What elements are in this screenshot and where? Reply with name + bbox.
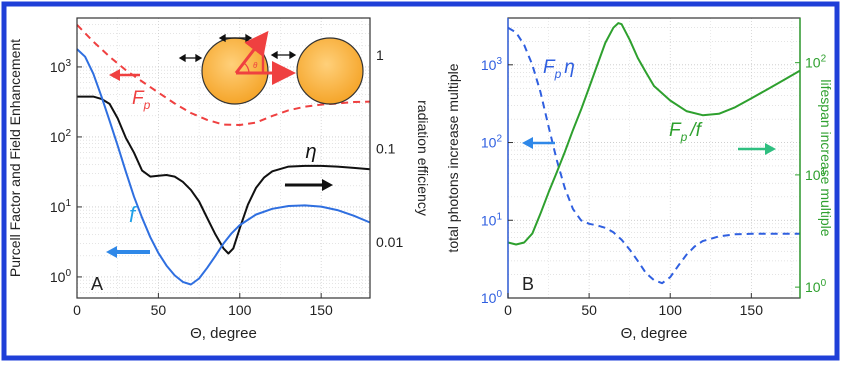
gap-arrow-middle (270, 50, 297, 60)
x-axis-label: Θ, degree (190, 325, 257, 342)
label-fp: Fp (132, 88, 151, 112)
right-axis-label: radiation efficiency (415, 100, 431, 216)
y-axis-label: Purcell Factor and Field Enhancement (7, 39, 23, 277)
series-line-0-2 (76, 48, 371, 286)
label-fp-over-f: Fp/f (669, 120, 703, 144)
arrow-fp-eta-left (522, 137, 555, 149)
right-tick-label: 0.1 (376, 140, 396, 156)
y-tick-label: 102 (50, 128, 72, 145)
panel-label: A (91, 274, 103, 294)
axes-frame (76, 17, 371, 299)
y-tick-label: 101 (50, 198, 72, 215)
y-tick-label: 100 (50, 268, 72, 285)
inset-schematic: θ (178, 30, 364, 105)
panel-label: B (522, 274, 534, 294)
y-tick-label: 100 (481, 289, 503, 306)
y-tick-label: 101 (481, 211, 503, 228)
right-axis-label: lifespan increase multiple (818, 79, 834, 236)
figure-border (1, 1, 840, 361)
label-fp-eta: Fp η (543, 57, 575, 81)
x-tick-label: 100 (659, 302, 683, 318)
arrow-eta-right (285, 179, 333, 191)
x-tick-label: 150 (309, 302, 333, 318)
svg-text:θ: θ (253, 61, 258, 70)
y-tick-label: 103 (50, 58, 72, 75)
series-line-1-1 (507, 22, 801, 246)
x-tick-label: 50 (151, 302, 167, 318)
right-tick-label: 0.01 (376, 234, 403, 250)
series-line-0-0 (76, 24, 371, 126)
gap-arrow-left (178, 53, 203, 63)
label-f: f (129, 202, 138, 227)
label-eta: η (305, 141, 316, 163)
sphere-right (296, 37, 364, 105)
x-tick-label: 100 (228, 302, 252, 318)
right-tick-label: 102 (805, 54, 827, 71)
arrow-fp-left (109, 69, 140, 81)
series-line-1-0 (507, 26, 800, 285)
series-line-0-1 (77, 95, 371, 255)
arrow-fp-over-f-right (738, 143, 776, 155)
x-axis-label: Θ, degree (621, 325, 688, 342)
x-tick-label: 50 (581, 302, 597, 318)
right-tick-label: 1 (376, 47, 384, 63)
x-tick-label: 150 (740, 302, 764, 318)
y-tick-label: 103 (481, 56, 503, 73)
y-axis-label: total photons increase multiple (445, 63, 461, 252)
right-tick-label: 101 (805, 166, 827, 183)
field-vectors: θ (234, 30, 296, 85)
x-tick-label: 0 (504, 302, 512, 318)
y-tick-label: 102 (481, 134, 503, 151)
panel-b: 0 50 100 150 100 101 102 103 100 101 102 Θ, degree t… (445, 17, 834, 342)
sphere-left (201, 37, 269, 105)
arrow-f-left (106, 246, 150, 258)
x-tick-label: 0 (73, 302, 81, 318)
right-tick-label: 100 (805, 278, 827, 295)
